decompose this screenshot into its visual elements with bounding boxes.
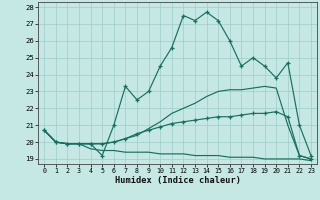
X-axis label: Humidex (Indice chaleur): Humidex (Indice chaleur) (115, 176, 241, 185)
